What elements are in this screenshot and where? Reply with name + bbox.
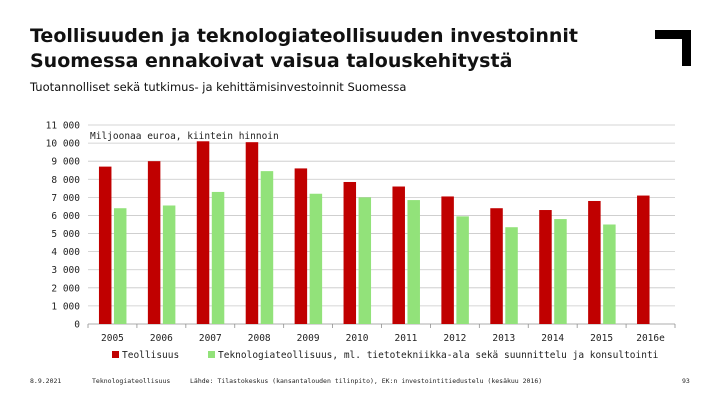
x-tick-label: 2007 — [199, 333, 222, 344]
x-tick-label: 2005 — [101, 333, 124, 344]
x-tick-label: 2015 — [590, 333, 613, 344]
brand-corner-logo-icon — [655, 30, 691, 66]
slide-title-line-2: Suomessa ennakoivat vaisua talouskehitys… — [30, 50, 513, 72]
x-tick-label: 2016e — [636, 333, 665, 344]
bar-teollisuus — [245, 142, 259, 324]
chart-unit-label: Miljoonaa euroa, kiintein hinnoin — [90, 131, 279, 142]
bar-teollisuus — [196, 141, 210, 324]
y-tick-label: 4 000 — [51, 247, 80, 258]
x-tick-label: 2013 — [492, 333, 515, 344]
y-tick-label: 2 000 — [51, 283, 80, 294]
x-tick-label: 2011 — [395, 333, 418, 344]
x-tick-label: 2008 — [248, 333, 271, 344]
y-tick-label: 11 000 — [46, 121, 81, 132]
chart-bars — [98, 141, 650, 324]
legend-label-teollisuus: Teollisuus — [122, 350, 180, 361]
bar-teollisuus — [441, 196, 454, 324]
bar-teknologiateollisuus — [603, 224, 616, 324]
bar-teknologiateollisuus — [211, 191, 225, 324]
y-tick-label: 0 — [74, 320, 80, 331]
y-tick-label: 10 000 — [46, 139, 81, 150]
legend-swatch-teknologiateollisuus — [208, 351, 215, 358]
legend-item-teollisuus: Teollisuus — [112, 350, 179, 361]
bar-teollisuus — [294, 168, 308, 324]
chart-x-axis-ticks: 2005 2006 2007 2008 2009 2010 2011 2012 2013 2014… — [87, 324, 676, 344]
chart-y-axis-ticks: 0 1 000 2 000 3 000 4 000 5 000 6 000 7 000 8 00… — [46, 121, 81, 331]
bar-teollisuus — [539, 210, 552, 324]
x-tick-label: 2014 — [541, 333, 564, 344]
x-tick-label: 2009 — [297, 333, 320, 344]
bar-teollisuus — [490, 208, 503, 324]
footer-source: Lähde: Tilastokeskus (kansantalouden til… — [190, 377, 543, 385]
bar-teollisuus — [392, 186, 405, 324]
chart-gridlines — [88, 124, 675, 325]
y-tick-label: 8 000 — [51, 175, 80, 186]
bar-teknologiateollisuus — [554, 219, 567, 324]
bar-teknologiateollisuus — [505, 227, 518, 324]
slide-title-line-1: Teollisuuden ja teknologiateollisuuden i… — [30, 25, 579, 47]
bar-teknologiateollisuus — [358, 197, 372, 324]
y-tick-label: 6 000 — [51, 211, 80, 222]
y-tick-label: 1 000 — [51, 301, 80, 312]
bar-teknologiateollisuus — [113, 208, 127, 324]
x-tick-label: 2006 — [150, 333, 173, 344]
slide-subtitle: Tuotannolliset sekä tutkimus- ja kehittä… — [30, 80, 407, 94]
x-tick-label: 2010 — [346, 333, 369, 344]
bar-teollisuus — [343, 181, 357, 324]
footer-date: 8.9.2021 — [30, 377, 62, 385]
y-tick-label: 7 000 — [51, 193, 80, 204]
slide-title: Teollisuuden ja teknologiateollisuuden i… — [30, 24, 650, 74]
bar-teollisuus — [637, 195, 650, 324]
bar-teknologiateollisuus — [162, 205, 176, 324]
legend-item-teknologiateollisuus: Teknologiateollisuus, ml. tietotekniikka… — [208, 350, 658, 361]
footer-organization: Teknologiateollisuus — [92, 377, 171, 385]
bar-teollisuus — [147, 161, 161, 324]
y-tick-label: 9 000 — [51, 157, 80, 168]
legend-swatch-teollisuus — [112, 351, 119, 358]
footer-page-number: 93 — [682, 377, 690, 385]
y-tick-label: 5 000 — [51, 229, 80, 240]
bar-teknologiateollisuus — [456, 216, 469, 324]
bar-teollisuus — [98, 166, 112, 324]
bar-teknologiateollisuus — [309, 193, 323, 324]
bar-teknologiateollisuus — [407, 200, 420, 324]
legend-label-teknologiateollisuus: Teknologiateollisuus, ml. tietotekniikka… — [218, 350, 659, 361]
bar-teollisuus — [588, 200, 601, 324]
x-tick-label: 2012 — [443, 333, 466, 344]
y-tick-label: 3 000 — [51, 265, 80, 276]
bar-teknologiateollisuus — [260, 171, 274, 324]
